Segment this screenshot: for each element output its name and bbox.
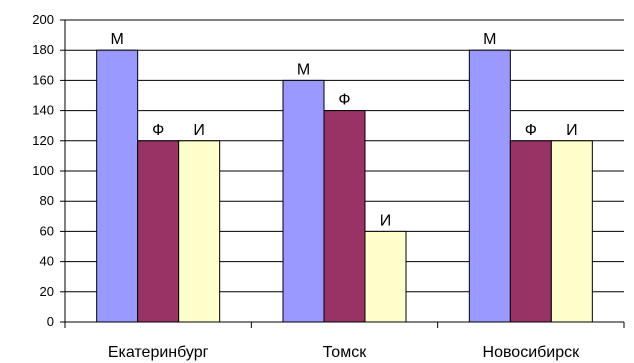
y-tick-label: 20 [40,284,54,299]
bar-1-2 [364,230,407,323]
y-tick-label: 0 [47,314,54,329]
bar-2-0 [468,49,511,323]
bar-0-0 [96,49,139,323]
y-tick-label: 160 [32,72,54,87]
data-label-1-2: И [380,212,392,229]
category-label: Екатеринбург [108,344,209,361]
data-label-1-0: М [297,61,310,78]
y-tick-labels: 0 20 40 60 80 100 120 140 160 180 200 [32,12,54,329]
data-label-2-2: И [566,122,578,139]
data-labels: М Ф И М Ф И М Ф И [111,31,578,229]
data-label-0-0: М [111,31,124,48]
y-tick-label: 180 [32,42,54,57]
y-tick-label: 100 [32,163,54,178]
y-tick-label: 80 [40,193,54,208]
bar-0-2 [178,140,221,323]
data-label-2-0: М [483,31,496,48]
data-label-0-1: Ф [152,122,164,139]
bar-0-1 [137,140,180,323]
axes [60,19,625,328]
y-tick-label: 200 [32,12,54,27]
bar-2-2 [550,140,593,323]
data-label-0-2: И [193,122,205,139]
data-label-2-1: Ф [525,122,537,139]
bar-1-1 [323,110,366,323]
y-tick-label: 120 [32,133,54,148]
bar-1-0 [282,79,325,323]
y-tick-label: 140 [32,103,54,118]
data-label-1-1: Ф [338,92,350,109]
bar-2-1 [509,140,552,323]
category-labels: Екатеринбург Томск Новосибирск [108,344,580,361]
y-tick-label: 60 [40,223,54,238]
y-tick-label: 40 [40,254,54,269]
category-label: Томск [323,344,367,361]
category-label: Новосибирск [483,344,581,361]
